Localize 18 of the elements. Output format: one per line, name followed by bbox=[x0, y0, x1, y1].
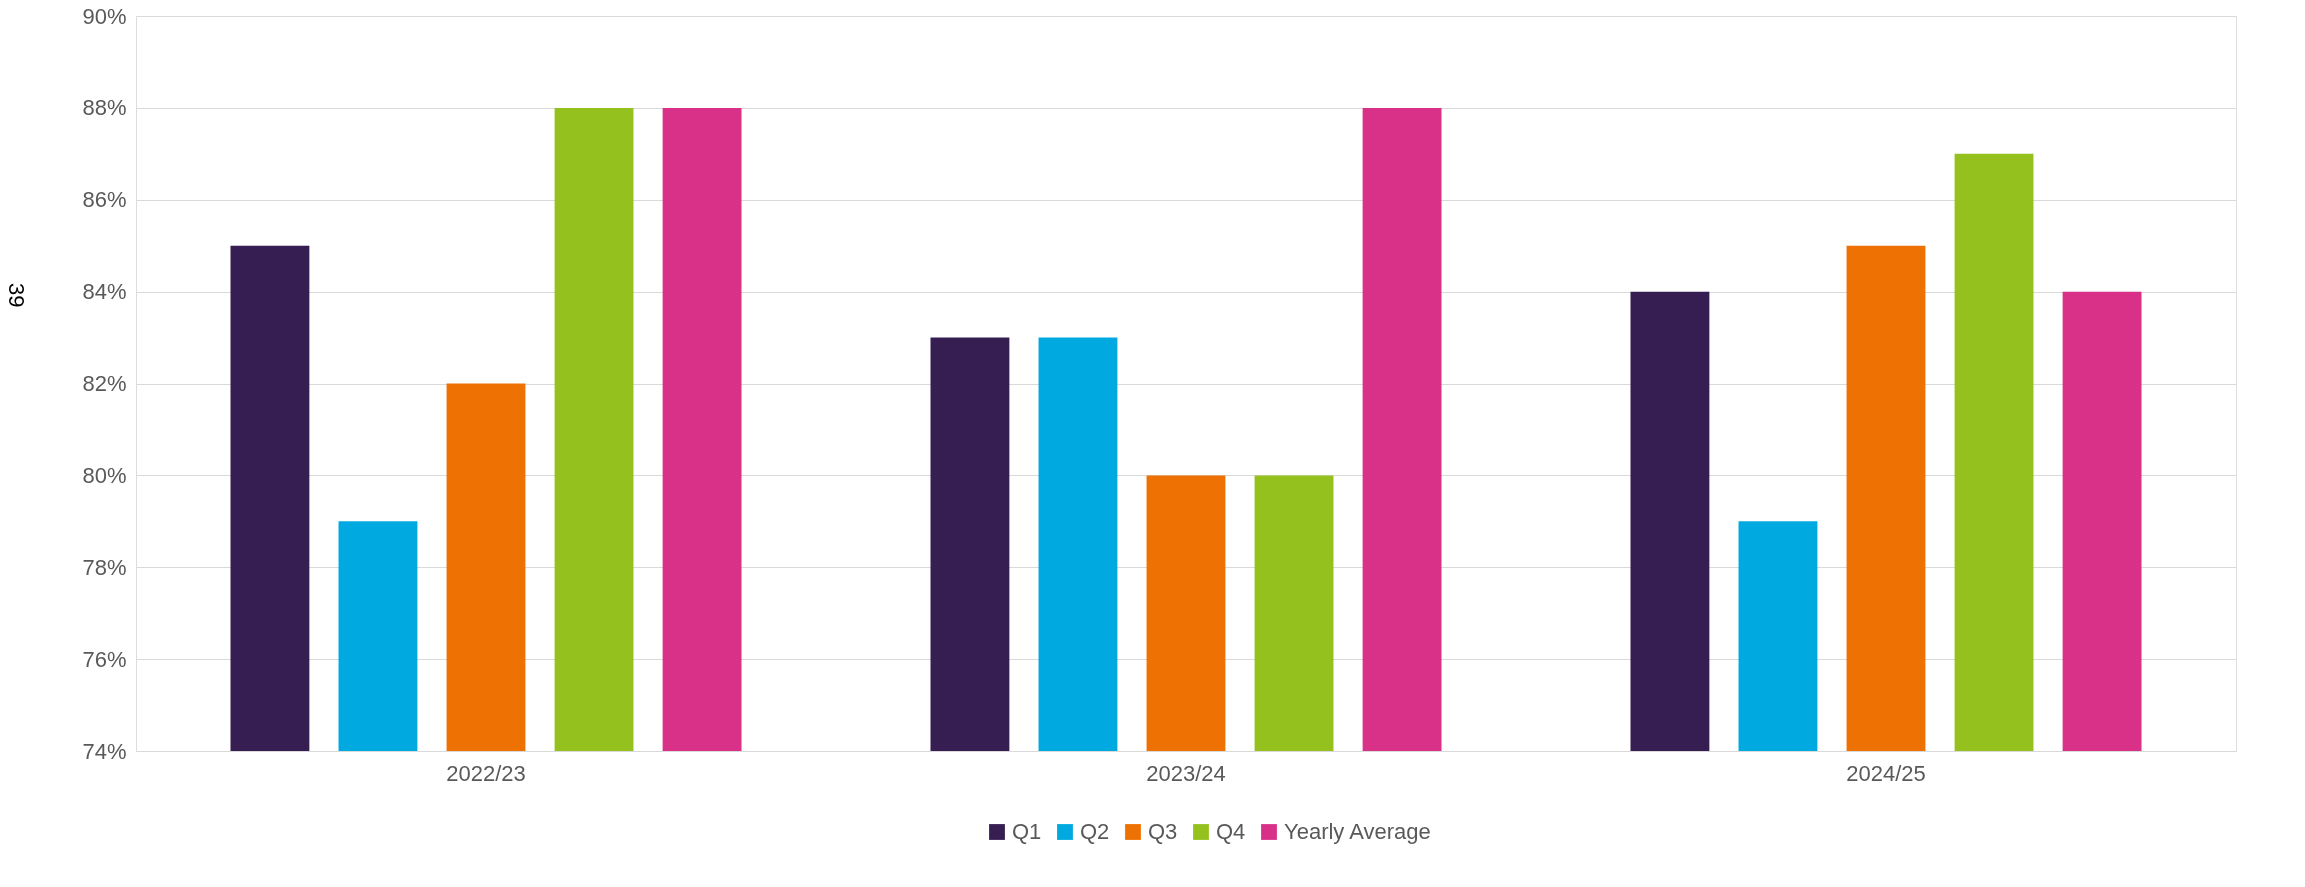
x-tick-label: 2023/24 bbox=[1146, 760, 1226, 786]
x-tick-label: 2024/25 bbox=[1846, 760, 1926, 786]
legend-label: Q1 bbox=[1012, 819, 1042, 844]
y-tick-label: 86% bbox=[82, 187, 127, 213]
y-tick-label: 82% bbox=[82, 371, 127, 396]
legend-label: Yearly Average bbox=[1284, 819, 1431, 844]
legend-label: Q2 bbox=[1080, 819, 1110, 844]
y-tick-label: 84% bbox=[82, 279, 127, 305]
y-tick-label: 88% bbox=[82, 95, 127, 121]
y-tick-label: 78% bbox=[82, 554, 127, 580]
y-tick-label: 76% bbox=[82, 646, 127, 672]
y-tick-label: 90% bbox=[82, 3, 127, 29]
legend-label: Q4 bbox=[1216, 819, 1246, 844]
y-tick-label: 74% bbox=[82, 738, 127, 764]
text: 39 bbox=[4, 283, 29, 308]
y-tick-label: 80% bbox=[82, 462, 127, 488]
x-tick-label: 2022/23 bbox=[446, 760, 526, 786]
legend-label: Q3 bbox=[1148, 819, 1178, 844]
